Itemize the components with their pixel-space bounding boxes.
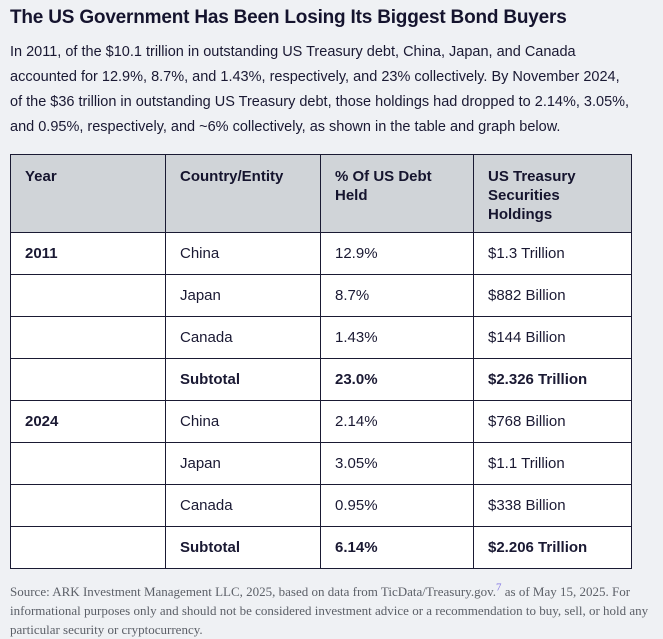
cell-holdings: $882 Billion [473, 274, 632, 317]
source-note: Source: ARK Investment Management LLC, 2… [10, 582, 658, 639]
cell-year [10, 316, 166, 359]
cell-holdings: $2.326 Trillion [473, 358, 632, 401]
source-text-after: as of May 15, 2025. For informational pu… [10, 584, 649, 637]
cell-pct: 23.0% [320, 358, 474, 401]
table-row-subtotal: Subtotal 23.0% $2.326 Trillion [10, 358, 632, 401]
holdings-table: Year Country/Entity % Of US Debt Held US… [10, 154, 632, 569]
cell-year: 2011 [10, 232, 166, 275]
table-row: Canada 0.95% $338 Billion [10, 484, 632, 527]
cell-pct: 12.9% [320, 232, 474, 275]
cell-year [10, 358, 166, 401]
col-header-country: Country/Entity [165, 154, 321, 233]
cell-pct: 3.05% [320, 442, 474, 485]
cell-year [10, 526, 166, 569]
cell-country: Japan [165, 274, 321, 317]
cell-holdings: $338 Billion [473, 484, 632, 527]
intro-paragraph: In 2011, of the $10.1 trillion in outsta… [10, 44, 630, 135]
cell-holdings: $1.3 Trillion [473, 232, 632, 275]
cell-year [10, 442, 166, 485]
col-header-year: Year [10, 154, 166, 233]
table-row: Japan 3.05% $1.1 Trillion [10, 442, 632, 485]
cell-holdings: $2.206 Trillion [473, 526, 632, 569]
table-header-row: Year Country/Entity % Of US Debt Held US… [10, 154, 632, 233]
cell-holdings: $144 Billion [473, 316, 632, 359]
cell-holdings: $1.1 Trillion [473, 442, 632, 485]
cell-country: Canada [165, 316, 321, 359]
source-text-before: Source: ARK Investment Management LLC, 2… [10, 584, 496, 599]
table-row: Canada 1.43% $144 Billion [10, 316, 632, 359]
table-row: Japan 8.7% $882 Billion [10, 274, 632, 317]
table-row: 2024 China 2.14% $768 Billion [10, 400, 632, 443]
cell-year [10, 484, 166, 527]
table-row-subtotal: Subtotal 6.14% $2.206 Trillion [10, 526, 632, 569]
cell-holdings: $768 Billion [473, 400, 632, 443]
cell-pct: 2.14% [320, 400, 474, 443]
cell-year [10, 274, 166, 317]
cell-pct: 0.95% [320, 484, 474, 527]
cell-country: Japan [165, 442, 321, 485]
cell-country: Canada [165, 484, 321, 527]
cell-pct: 1.43% [320, 316, 474, 359]
col-header-holdings: US Treasury Securities Holdings [473, 154, 632, 233]
cell-country: China [165, 400, 321, 443]
cell-year: 2024 [10, 400, 166, 443]
footnote-link[interactable]: 7 [495, 581, 502, 594]
table-row: 2011 China 12.9% $1.3 Trillion [10, 232, 632, 275]
col-header-pct: % Of US Debt Held [320, 154, 474, 233]
page-title: The US Government Has Been Losing Its Bi… [10, 7, 567, 28]
cell-pct: 6.14% [320, 526, 474, 569]
cell-country: Subtotal [165, 526, 321, 569]
cell-country: China [165, 232, 321, 275]
cell-country: Subtotal [165, 358, 321, 401]
cell-pct: 8.7% [320, 274, 474, 317]
